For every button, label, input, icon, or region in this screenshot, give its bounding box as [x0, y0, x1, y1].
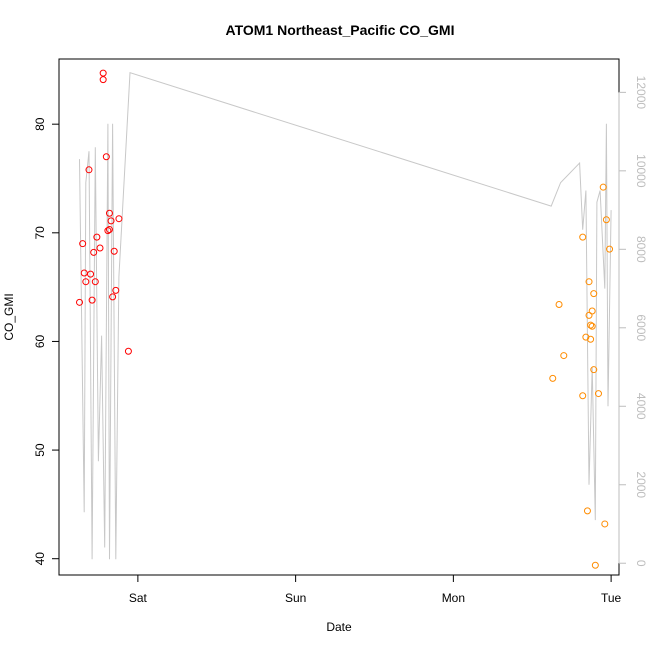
y-tick-label: 80 — [33, 117, 47, 131]
data-point-group2 — [579, 392, 587, 400]
data-point-group1 — [107, 217, 115, 225]
series-line-right-axis — [79, 72, 612, 560]
data-point-group2 — [555, 301, 563, 309]
data-point-group2 — [602, 216, 610, 224]
x-tick-label: Tue — [601, 591, 622, 605]
x-tick-label: Mon — [442, 591, 465, 605]
data-point-group2 — [590, 366, 598, 374]
y-axis-label: CO_GMI — [2, 293, 16, 340]
data-point-group2 — [591, 561, 599, 569]
data-point-group1 — [112, 286, 120, 294]
data-point-group2 — [601, 520, 609, 528]
y-right-tick-label: 6000 — [634, 314, 648, 341]
data-point-group1 — [124, 347, 132, 355]
data-point-group1 — [99, 69, 107, 77]
data-point-group1 — [79, 240, 87, 248]
data-point-group1 — [105, 209, 113, 217]
data-point-group1 — [105, 226, 113, 234]
y-axis-left: 40 50 60 70 80 — [33, 117, 60, 566]
data-point-group2 — [588, 322, 596, 330]
data-point-group2 — [579, 233, 587, 241]
data-point-group1 — [87, 270, 95, 278]
data-point-group1 — [91, 278, 99, 286]
data-point-group1 — [104, 227, 112, 235]
data-point-group1 — [102, 153, 110, 161]
data-point-group1 — [99, 76, 107, 84]
y-tick-label: 40 — [33, 552, 47, 566]
x-axis-label: Date — [326, 620, 352, 634]
x-axis: Sat Sun Mon Tue — [129, 574, 622, 605]
data-point-group1 — [88, 296, 96, 304]
data-point-group1 — [109, 293, 117, 301]
y-right-tick-label: 10000 — [634, 154, 648, 188]
data-point-group1 — [110, 247, 118, 255]
data-point-group2 — [560, 352, 568, 360]
y-axis-right: 0 2000 4000 6000 8000 10000 12000 — [618, 76, 648, 567]
data-point-group1 — [96, 244, 104, 252]
y-right-tick-label: 0 — [634, 560, 648, 567]
data-point-group1 — [90, 248, 98, 256]
data-point-group1 — [85, 166, 93, 174]
x-tick-label: Sat — [129, 591, 148, 605]
y-tick-label: 60 — [33, 334, 47, 348]
line-series-layer — [79, 72, 612, 560]
y-right-tick-label: 2000 — [634, 471, 648, 498]
data-point-group1 — [93, 233, 101, 241]
x-tick-label: Sun — [285, 591, 306, 605]
data-point-group1 — [80, 269, 88, 277]
data-point-group2 — [583, 507, 591, 515]
data-point-group1 — [82, 278, 90, 286]
data-point-group2 — [549, 374, 557, 382]
data-point-group2 — [587, 335, 595, 343]
data-point-group2 — [588, 307, 596, 315]
data-point-group2 — [587, 321, 595, 329]
points-layer — [76, 69, 614, 569]
y-right-tick-label: 4000 — [634, 393, 648, 420]
data-point-group2 — [606, 245, 614, 253]
data-point-group2 — [585, 278, 593, 286]
y-right-tick-label: 12000 — [634, 76, 648, 110]
y-tick-label: 50 — [33, 443, 47, 457]
data-point-group2 — [594, 390, 602, 398]
y-right-tick-label: 8000 — [634, 236, 648, 263]
data-point-group1 — [76, 298, 84, 306]
data-point-group2 — [599, 183, 607, 191]
data-point-group2 — [590, 290, 598, 298]
data-point-group1 — [115, 215, 123, 223]
plot-area-frame — [58, 58, 620, 576]
chart-title: ATOM1 Northeast_Pacific CO_GMI — [226, 22, 455, 38]
y-tick-label: 70 — [33, 226, 47, 240]
